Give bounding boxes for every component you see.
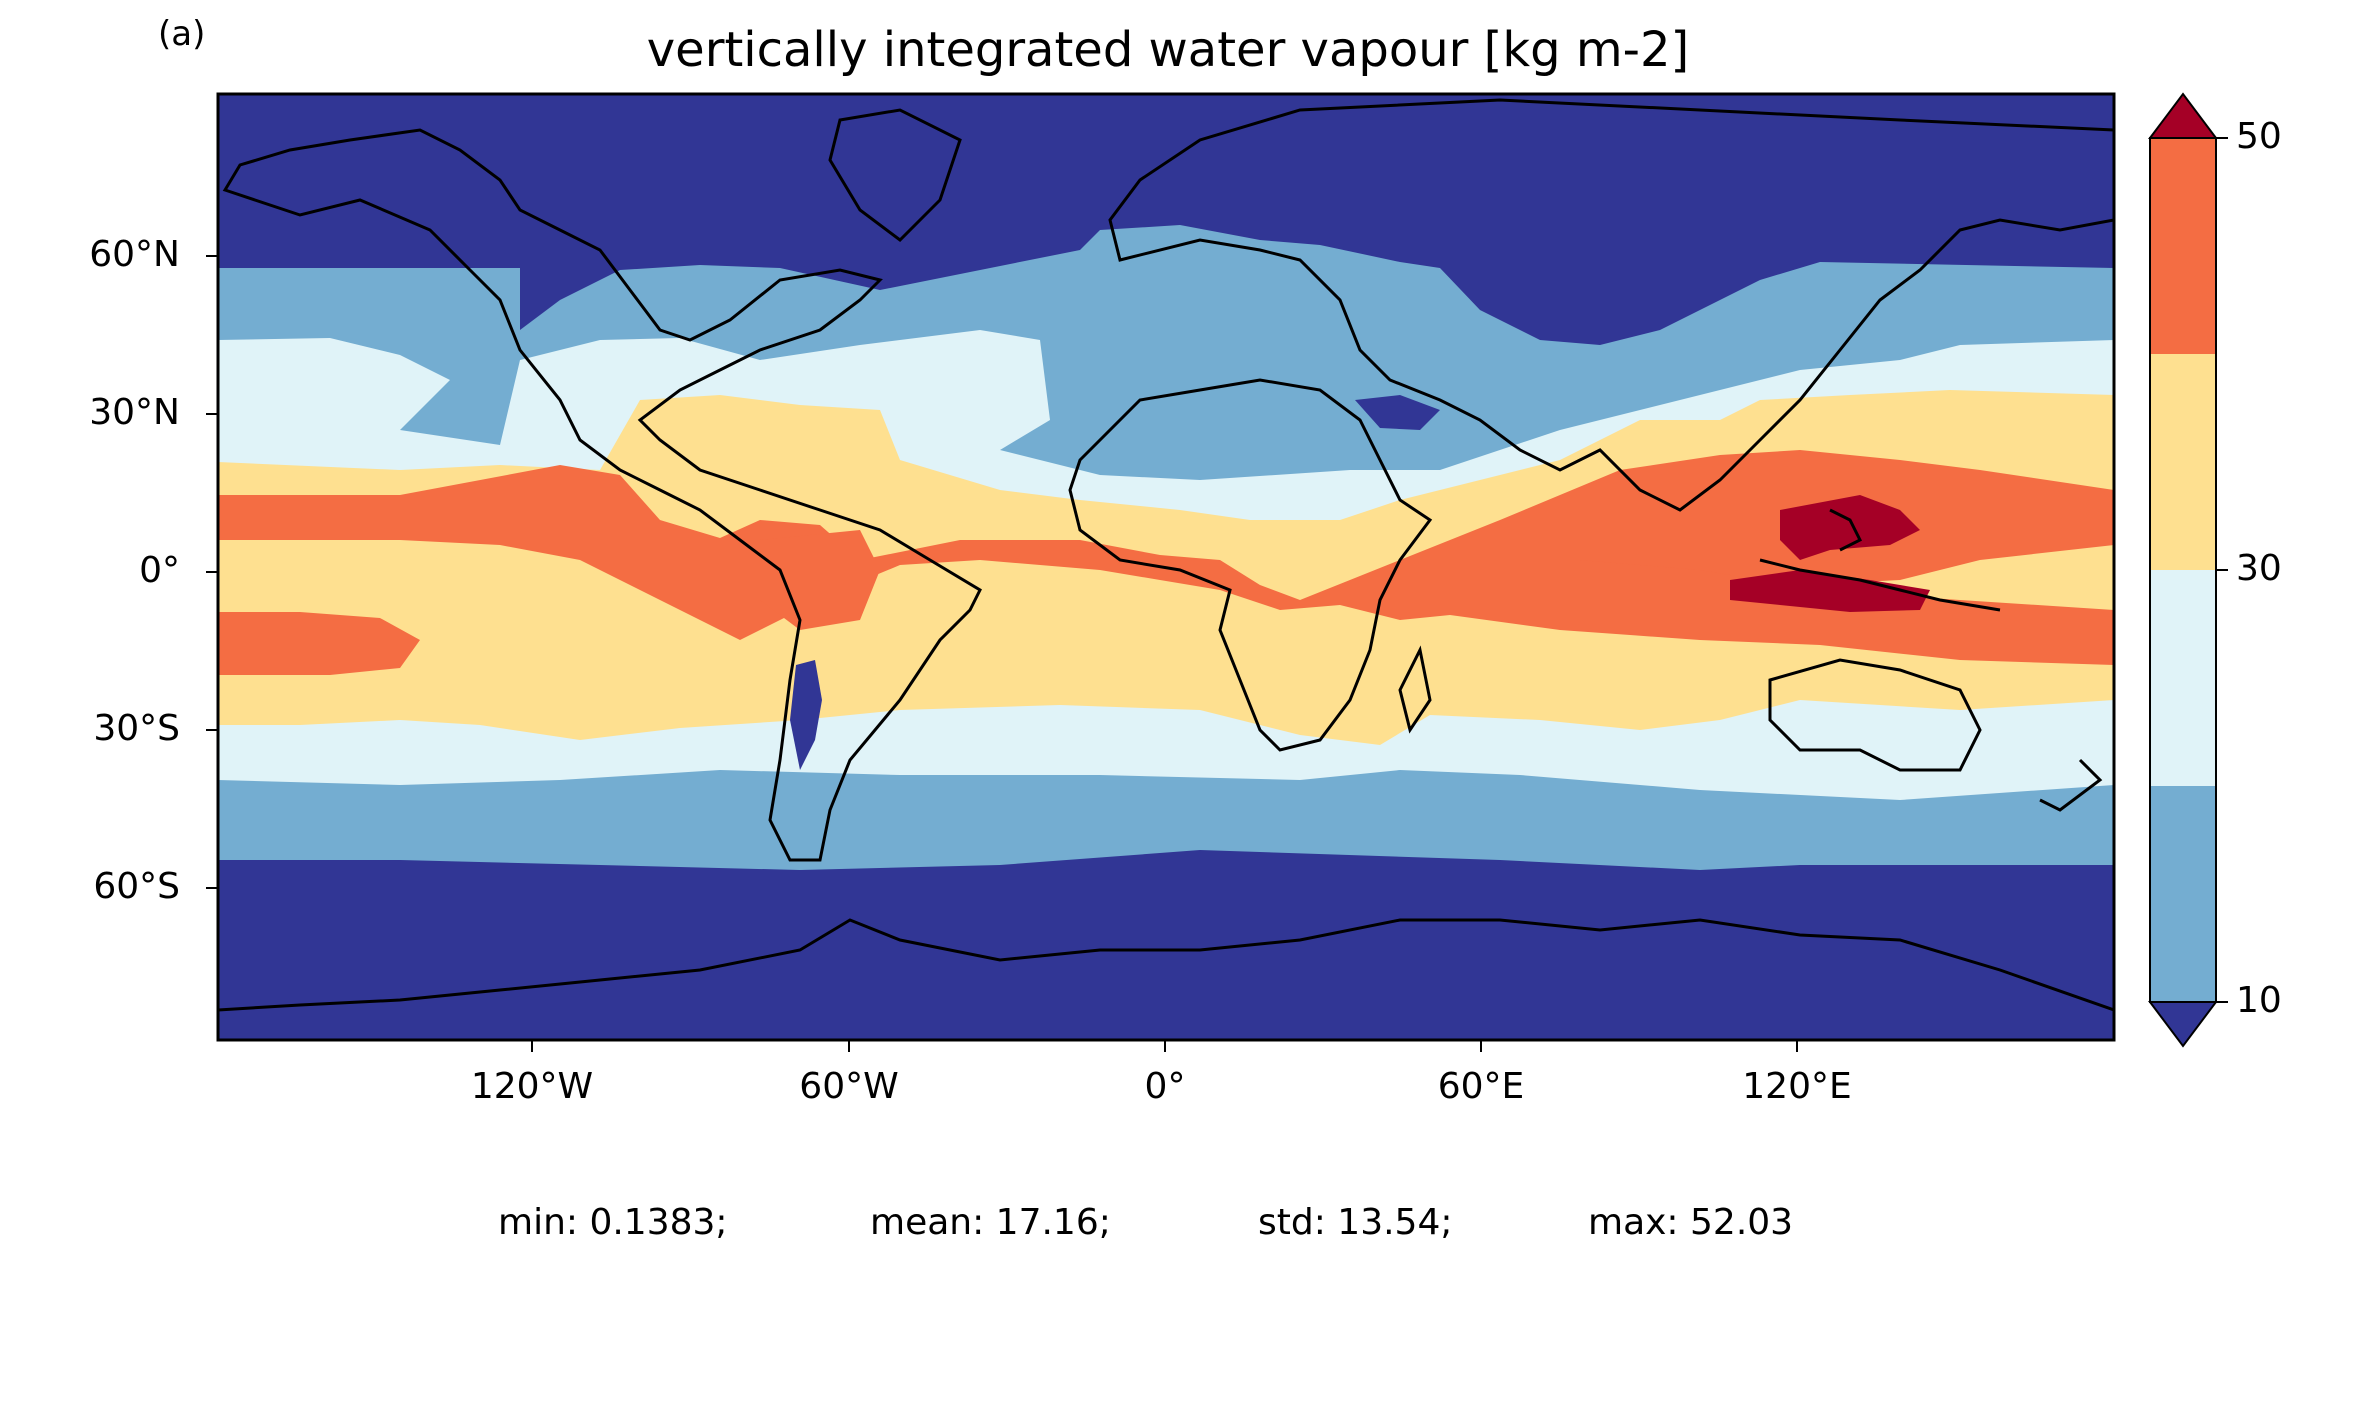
field-band-40-50 [218, 450, 2114, 640]
colorbar [2148, 92, 2228, 1048]
colorbar-bin-20-30 [2150, 570, 2216, 786]
map-title: vertically integrated water vapour [kg m… [646, 22, 1690, 78]
colorbar-tick-label: 30 [2236, 548, 2282, 589]
map-figure [206, 92, 2228, 1052]
colorbar-extend-min [2148, 1001, 2218, 1048]
lat-tick-label: 0° [139, 550, 180, 591]
lat-tick-label: 30°S [93, 708, 180, 749]
water-vapour-field [218, 94, 2114, 1040]
colorbar-tick-label: 10 [2236, 980, 2282, 1021]
stat-std: std: 13.54; [1258, 1202, 1453, 1243]
lat-tick-label: 60°N [89, 234, 180, 275]
stat-mean: mean: 17.16; [870, 1202, 1111, 1243]
stat-min: min: 0.1383; [498, 1202, 728, 1243]
stat-max: max: 52.03 [1588, 1202, 1794, 1243]
lon-tick-label: 60°W [799, 1066, 899, 1107]
field-band-40-50-indian [1450, 560, 2114, 665]
colorbar-bin-40-50 [2150, 138, 2216, 354]
panel-label: (a) [158, 14, 206, 54]
colorbar-tick-label: 50 [2236, 116, 2282, 157]
axis-ticks [206, 255, 1798, 1052]
field-dry-tibet-arabia [1355, 395, 1440, 430]
field-band-40-50-amazon [760, 530, 880, 630]
colorbar-bin-30-40 [2150, 354, 2216, 570]
lon-tick-label: 120°W [470, 1066, 594, 1107]
coastlines [218, 98, 2114, 1012]
stats-footer: min: 0.1383; mean: 17.16; std: 13.54; ma… [0, 1202, 2362, 1407]
field-above-50-maritime [1730, 570, 1930, 612]
lat-tick-label: 60°S [93, 866, 180, 907]
field-band-40-50-south-pacific [218, 612, 420, 675]
colorbar-bin-10-20 [2150, 786, 2216, 1002]
field-above-50-warm-pool [1780, 495, 1920, 560]
lat-tick-label: 30°N [89, 392, 180, 433]
lon-tick-label: 0° [1144, 1066, 1186, 1107]
field-dry-andes [790, 660, 822, 770]
lon-tick-label: 60°E [1437, 1066, 1525, 1107]
colorbar-extend-max [2148, 92, 2218, 139]
lon-tick-label: 120°E [1742, 1066, 1852, 1107]
